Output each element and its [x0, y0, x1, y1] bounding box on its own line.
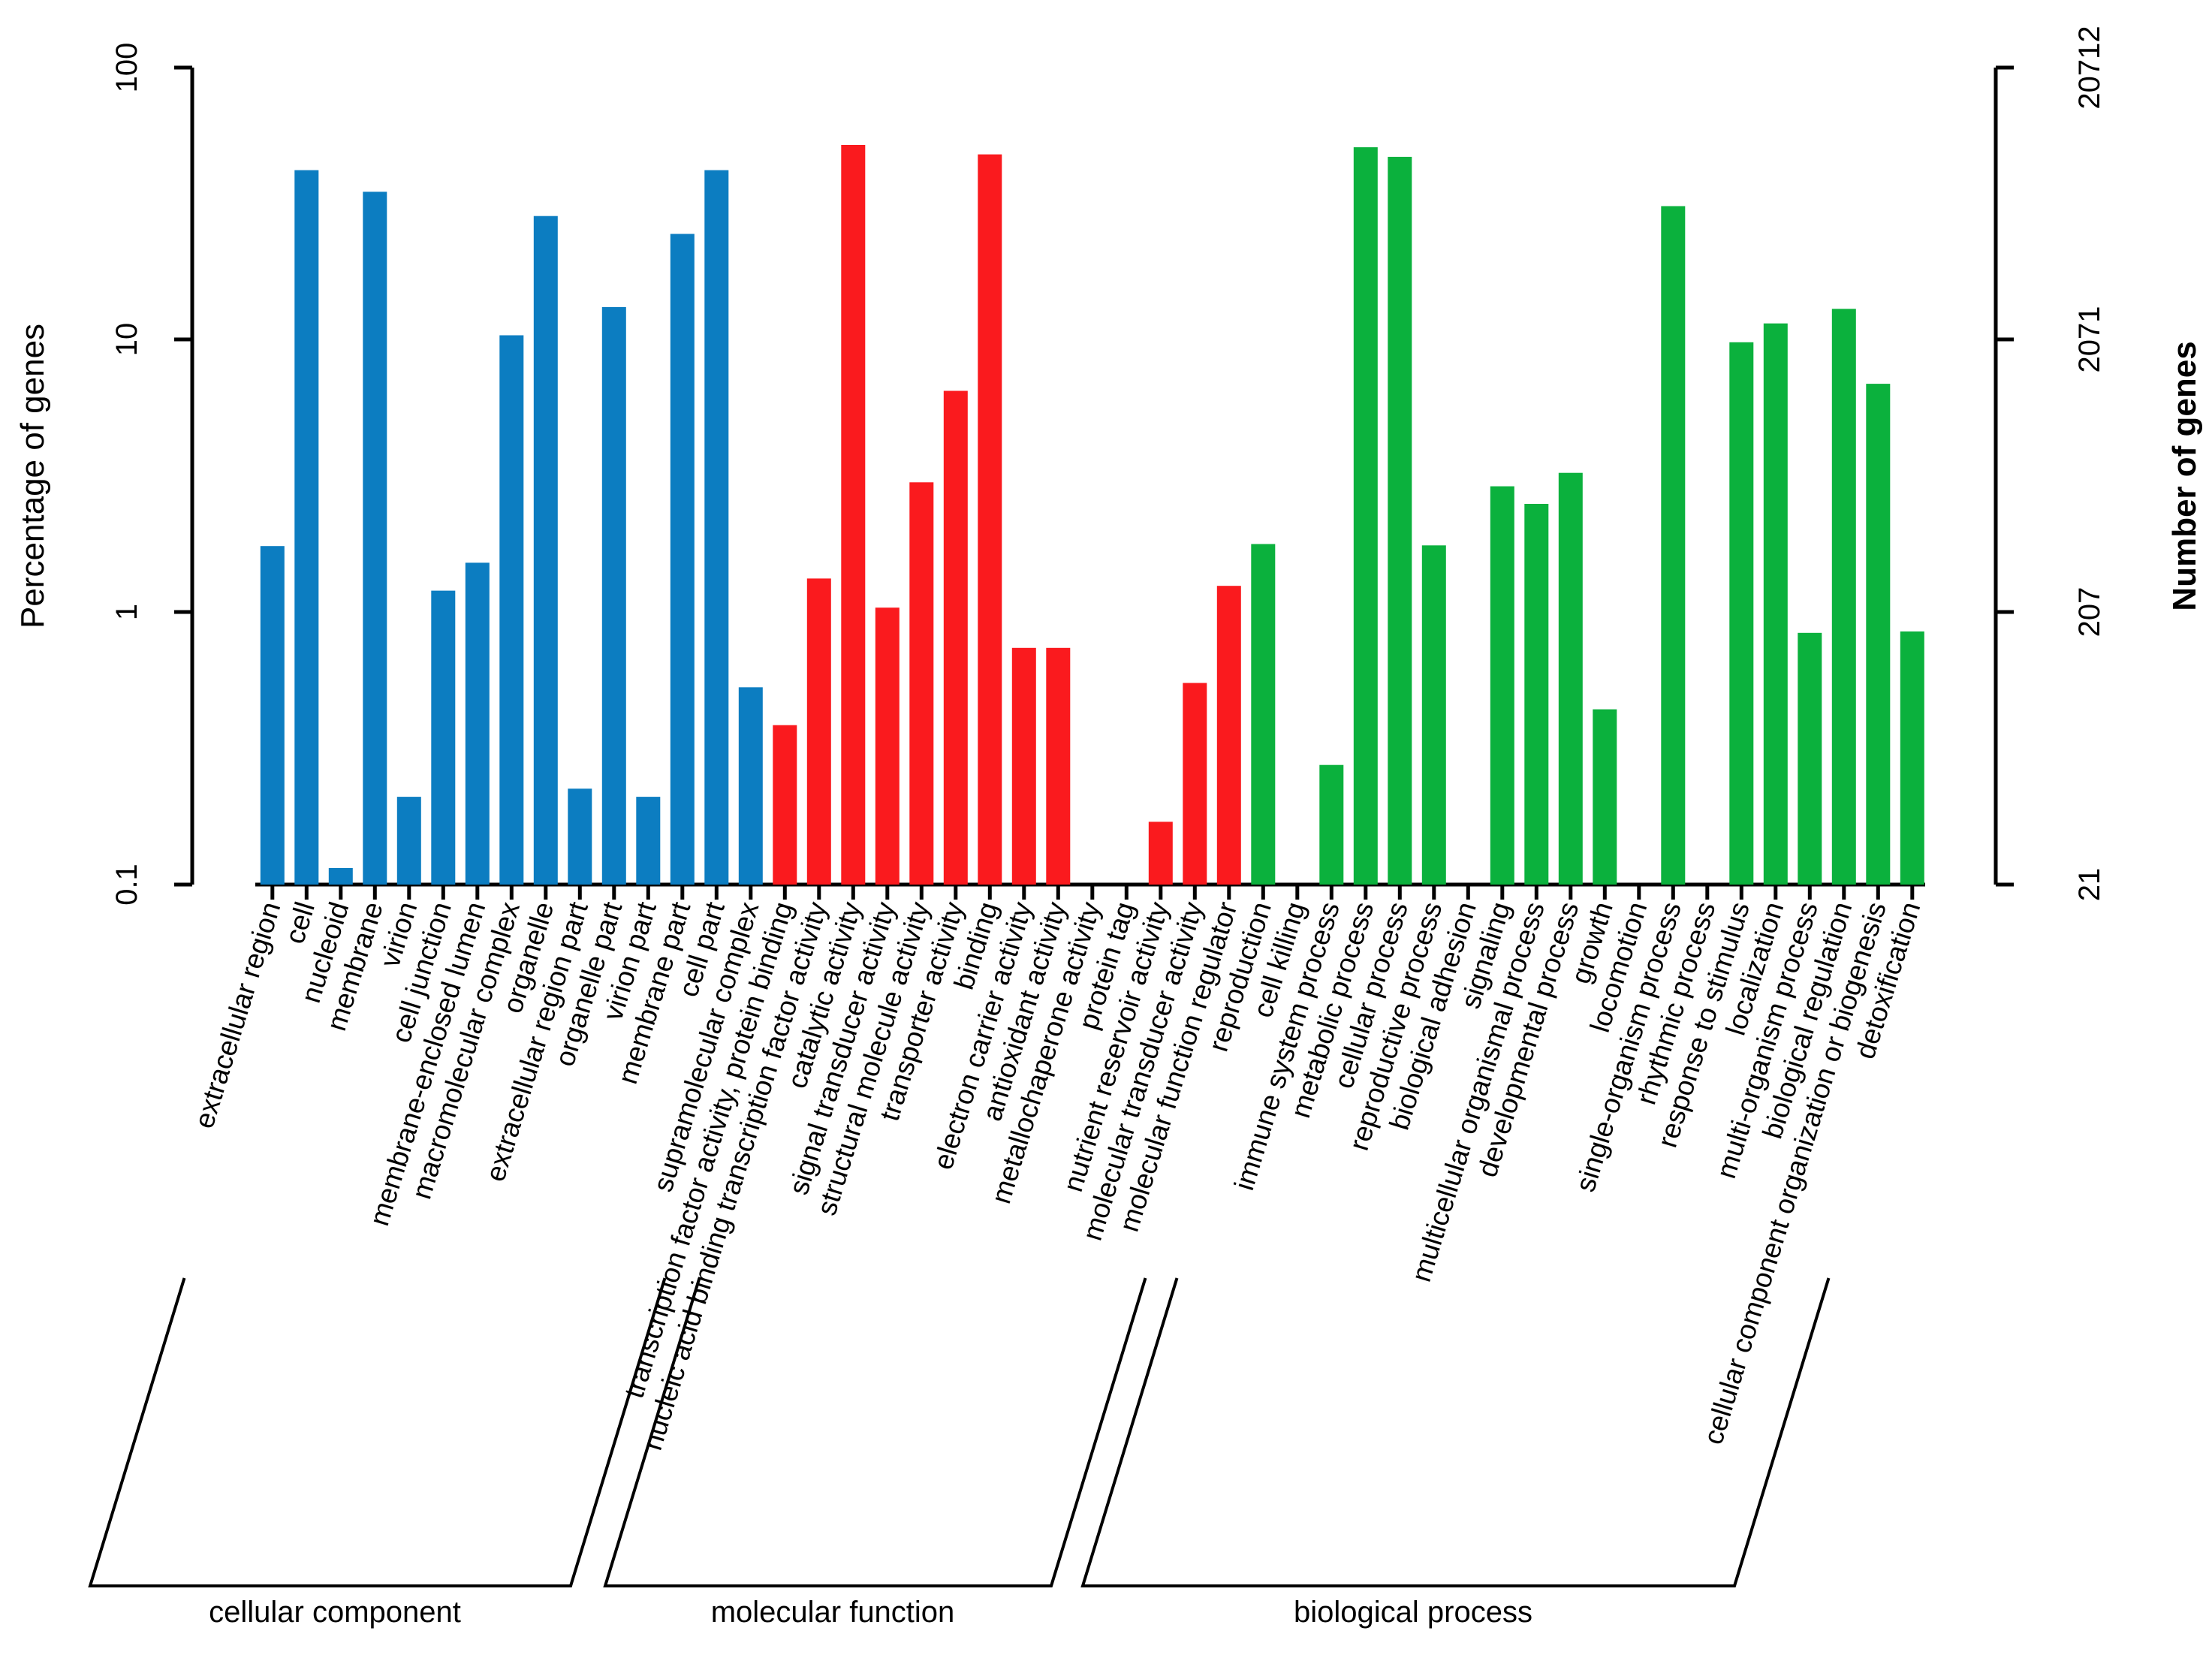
bar-reproductive-process: [1421, 545, 1446, 885]
bar-immune-system-process: [1319, 764, 1344, 885]
bar-electron-carrier-activity: [1011, 647, 1036, 885]
bar-signal-transducer-activity: [875, 607, 900, 885]
bar-cell: [294, 170, 319, 885]
group-label-biological-process: biological process: [1294, 1596, 1532, 1629]
bar-nucleoid: [328, 868, 353, 885]
bar-binding: [978, 154, 1002, 885]
bar-transporter-activity: [943, 390, 968, 885]
right-tick-label-21: 21: [2073, 868, 2106, 902]
bar-virion-part: [636, 797, 661, 885]
bar-nutrient-reservoir-activity: [1148, 821, 1173, 885]
bar-single-organism-process: [1661, 206, 1686, 885]
bar-signaling: [1490, 486, 1514, 885]
group-label-molecular-function: molecular function: [711, 1596, 955, 1629]
bar-membrane-part: [670, 234, 695, 885]
bar-multi-organism-process: [1798, 632, 1822, 885]
bar-growth: [1593, 709, 1617, 885]
bar-biological-regulation: [1831, 309, 1856, 885]
bar-molecular-function-regulator: [1216, 586, 1241, 885]
bar-macromolecular-complex: [499, 335, 524, 885]
left-tick-label-100: 100: [110, 43, 143, 93]
right-tick-label-207: 207: [2073, 587, 2106, 638]
x-label-extracellular-region: extracellular region: [188, 898, 287, 1132]
bars-group: [260, 145, 1924, 885]
right-tick-label-20712: 20712: [2073, 26, 2106, 109]
bracket-biological-process: [1080, 1277, 1831, 1587]
bar-transcription-factor-activity-protein-binding: [773, 725, 797, 885]
bar-localization: [1763, 323, 1788, 885]
x-ticks-group: [270, 885, 1915, 900]
bar-organelle: [533, 216, 558, 885]
bar-membrane: [363, 191, 387, 885]
bar-virion: [396, 797, 421, 885]
y-axis-label-left: Percentage of genes: [14, 324, 51, 629]
bar-catalytic-activity: [841, 145, 866, 885]
bar-multicellular-organismal-process: [1524, 504, 1549, 885]
bar-extracellular-region: [260, 546, 285, 885]
bar-developmental-process: [1558, 472, 1583, 885]
group-label-cellular-component: cellular component: [209, 1596, 461, 1629]
bracket-molecular-function: [603, 1277, 1147, 1587]
bar-nucleic-acid-binding-transcription-factor-activity: [806, 578, 831, 885]
bar-cellular-process: [1388, 156, 1412, 885]
bar-response-to-stimulus: [1729, 342, 1754, 885]
bar-membrane-enclosed-lumen: [465, 562, 490, 885]
bar-antioxidant-activity: [1046, 647, 1071, 885]
bar-organelle-part: [601, 306, 626, 885]
left-tick-label-0.1: 0.1: [110, 864, 143, 906]
x-labels-group: extracellular regioncellnucleoidmembrane…: [188, 898, 1927, 1454]
bar-cellular-component-organization-or-biogenesis: [1866, 384, 1891, 885]
bar-supramolecular-complex: [738, 687, 763, 885]
bracket-cellular-component: [88, 1277, 667, 1587]
left-tick-label-10: 10: [110, 323, 143, 357]
bar-molecular-transducer-activity: [1183, 683, 1207, 885]
right-tick-label-2071: 2071: [2073, 306, 2106, 373]
y-axis-label-right: Number of genes: [2166, 341, 2203, 610]
bar-cell-part: [704, 170, 729, 885]
bar-metabolic-process: [1353, 147, 1378, 885]
bar-extracellular-region-part: [568, 788, 592, 885]
group-brackets: cellular component molecular function biol…: [88, 1277, 1831, 1629]
bar-structural-molecule-activity: [909, 482, 934, 885]
left-tick-label-1: 1: [110, 604, 143, 620]
bar-reproduction: [1251, 544, 1276, 885]
bar-detoxification: [1900, 631, 1924, 885]
bar-cell-junction: [431, 590, 456, 885]
